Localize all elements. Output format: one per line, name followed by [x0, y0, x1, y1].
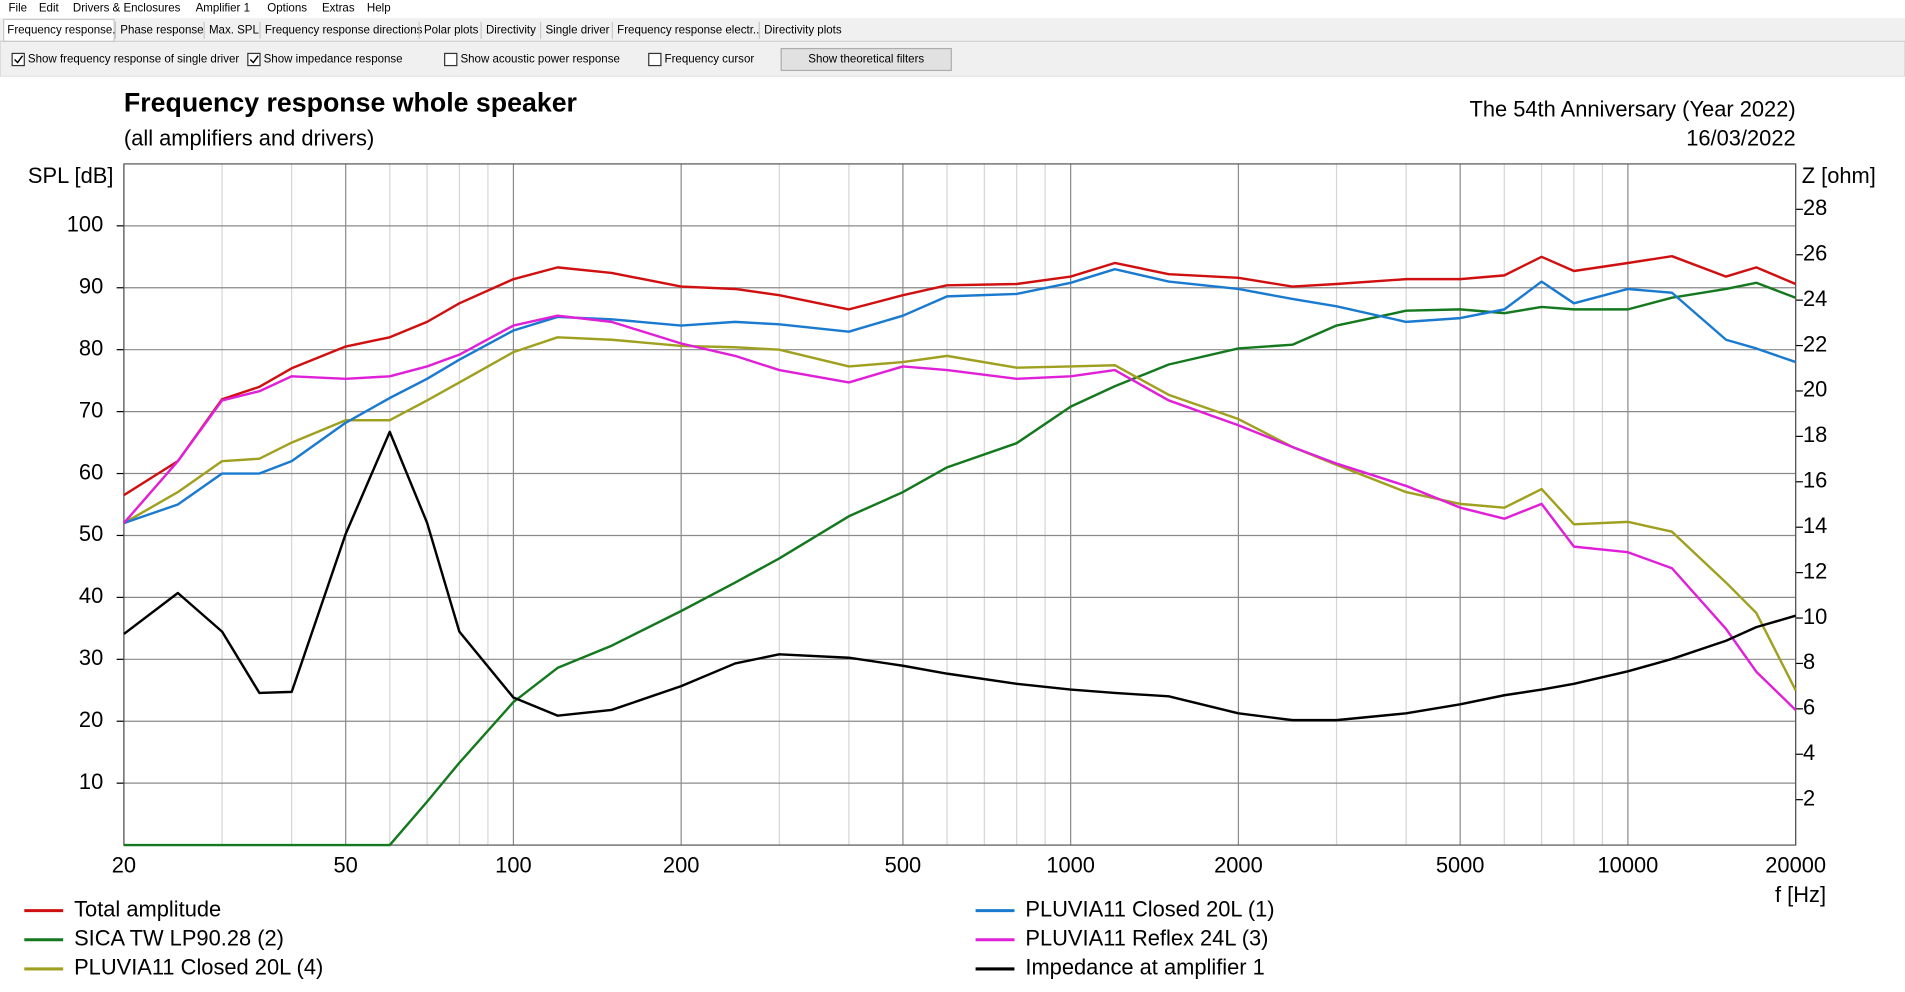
y2-tick-label: 2	[1803, 785, 1815, 810]
x-tick-label: 50	[334, 853, 358, 878]
series-line	[123, 314, 1797, 711]
series-line	[123, 281, 1797, 847]
menu-item[interactable]: Extras	[322, 3, 355, 15]
checkbox-label[interactable]: Show impedance response	[264, 54, 403, 66]
y-tick-label: 30	[79, 645, 103, 670]
series-line	[123, 267, 1797, 525]
x-tick-label: 100	[495, 853, 531, 878]
menu-item[interactable]: File	[9, 3, 28, 15]
menu-bar	[0, 0, 1905, 19]
y2-tick-label: 4	[1803, 740, 1815, 765]
x-tick-label: 500	[885, 853, 921, 878]
y-tick-label: 50	[79, 521, 103, 546]
x-tick-label: 2000	[1214, 853, 1263, 878]
x-tick-label: 5000	[1436, 853, 1485, 878]
checkbox[interactable]	[648, 52, 662, 67]
legend-label: Total amplitude	[74, 896, 221, 921]
y2-tick-label: 28	[1803, 195, 1827, 220]
y2-tick-label: 14	[1803, 513, 1827, 538]
tab[interactable]: Phase response	[120, 24, 203, 36]
menu-item[interactable]: Help	[367, 3, 391, 15]
y-tick-label: 10	[79, 769, 103, 794]
y2-tick-label: 6	[1803, 695, 1815, 720]
tab-active	[3, 18, 115, 42]
tab[interactable]: Frequency response directions	[265, 24, 423, 36]
tab[interactable]: Frequency response electr..	[617, 24, 759, 36]
checkbox-label[interactable]: Show acoustic power response	[460, 54, 619, 66]
menu-item[interactable]: Drivers & Enclosures	[73, 3, 181, 15]
tab-bar	[0, 18, 1905, 42]
y-tick-label: 40	[79, 583, 103, 608]
y2-tick-label: 10	[1803, 604, 1827, 629]
x-axis-label: f [Hz]	[1775, 882, 1826, 907]
legend-label: PLUVIA11 Reflex 24L (3)	[1025, 926, 1268, 951]
series-line	[123, 254, 1797, 497]
chart-area	[0, 76, 1905, 992]
plot-frame	[123, 163, 1797, 846]
tab[interactable]: Directivity plots	[764, 24, 842, 36]
x-tick-label: 1000	[1046, 853, 1095, 878]
checkmark	[249, 55, 259, 64]
y2-axis-label: Z [ohm]	[1802, 163, 1876, 188]
checkmark	[14, 55, 24, 64]
legend-label: SICA TW LP90.28 (2)	[74, 926, 284, 951]
checkbox[interactable]	[247, 52, 261, 67]
tab[interactable]: Directivity	[486, 24, 536, 36]
checkbox[interactable]	[444, 52, 458, 67]
series-line	[123, 430, 1796, 722]
x-tick-label: 20000	[1765, 853, 1826, 878]
y2-tick-label: 20	[1803, 377, 1827, 402]
y-axis-label: SPL [dB]	[28, 163, 113, 188]
x-tick-label: 200	[663, 853, 699, 878]
annotation: The 54th Anniversary (Year 2022)	[1469, 96, 1795, 121]
y2-tick-label: 18	[1803, 422, 1827, 447]
tab[interactable]: Single driver	[546, 24, 610, 36]
y-tick-label: 100	[67, 212, 103, 237]
filter-button-label[interactable]: Show theoretical filters	[808, 54, 924, 66]
legend-label: PLUVIA11 Closed 20L (1)	[1025, 896, 1274, 921]
annotation: 16/03/2022	[1686, 125, 1795, 150]
x-tick-label: 10000	[1598, 853, 1659, 878]
checkbox-label[interactable]: Frequency cursor	[665, 54, 755, 66]
tab[interactable]: Max. SPL	[209, 24, 260, 36]
y2-tick-label: 24	[1803, 286, 1827, 311]
y2-tick-label: 22	[1803, 331, 1827, 356]
y2-tick-label: 12	[1803, 558, 1827, 583]
y-tick-label: 60	[79, 459, 103, 484]
checkbox[interactable]	[11, 52, 25, 67]
y2-tick-label: 16	[1803, 468, 1827, 493]
menu-item[interactable]: Options	[267, 3, 307, 15]
legend-label: Impedance at amplifier 1	[1025, 955, 1264, 980]
legend-label: PLUVIA11 Closed 20L (4)	[74, 955, 323, 980]
filter-button[interactable]	[780, 47, 952, 72]
tab[interactable]: Frequency response.	[7, 24, 115, 36]
menu-item[interactable]: Edit	[39, 3, 60, 15]
chart-subtitle: (all amplifiers and drivers)	[124, 125, 374, 150]
y-tick-label: 80	[79, 335, 103, 360]
series-line	[123, 336, 1797, 691]
y-tick-label: 70	[79, 397, 103, 422]
tab[interactable]: Polar plots	[424, 24, 479, 36]
chart-title: Frequency response whole speaker	[124, 87, 577, 117]
checkbox-label[interactable]: Show frequency response of single driver	[28, 54, 239, 66]
y-tick-label: 90	[79, 274, 103, 299]
y-tick-label: 20	[79, 707, 103, 732]
toolbar	[0, 40, 1905, 78]
y2-tick-label: 8	[1803, 649, 1815, 674]
y2-tick-label: 26	[1803, 241, 1827, 266]
menu-item[interactable]: Amplifier 1	[196, 3, 250, 15]
x-tick-label: 20	[112, 853, 136, 878]
